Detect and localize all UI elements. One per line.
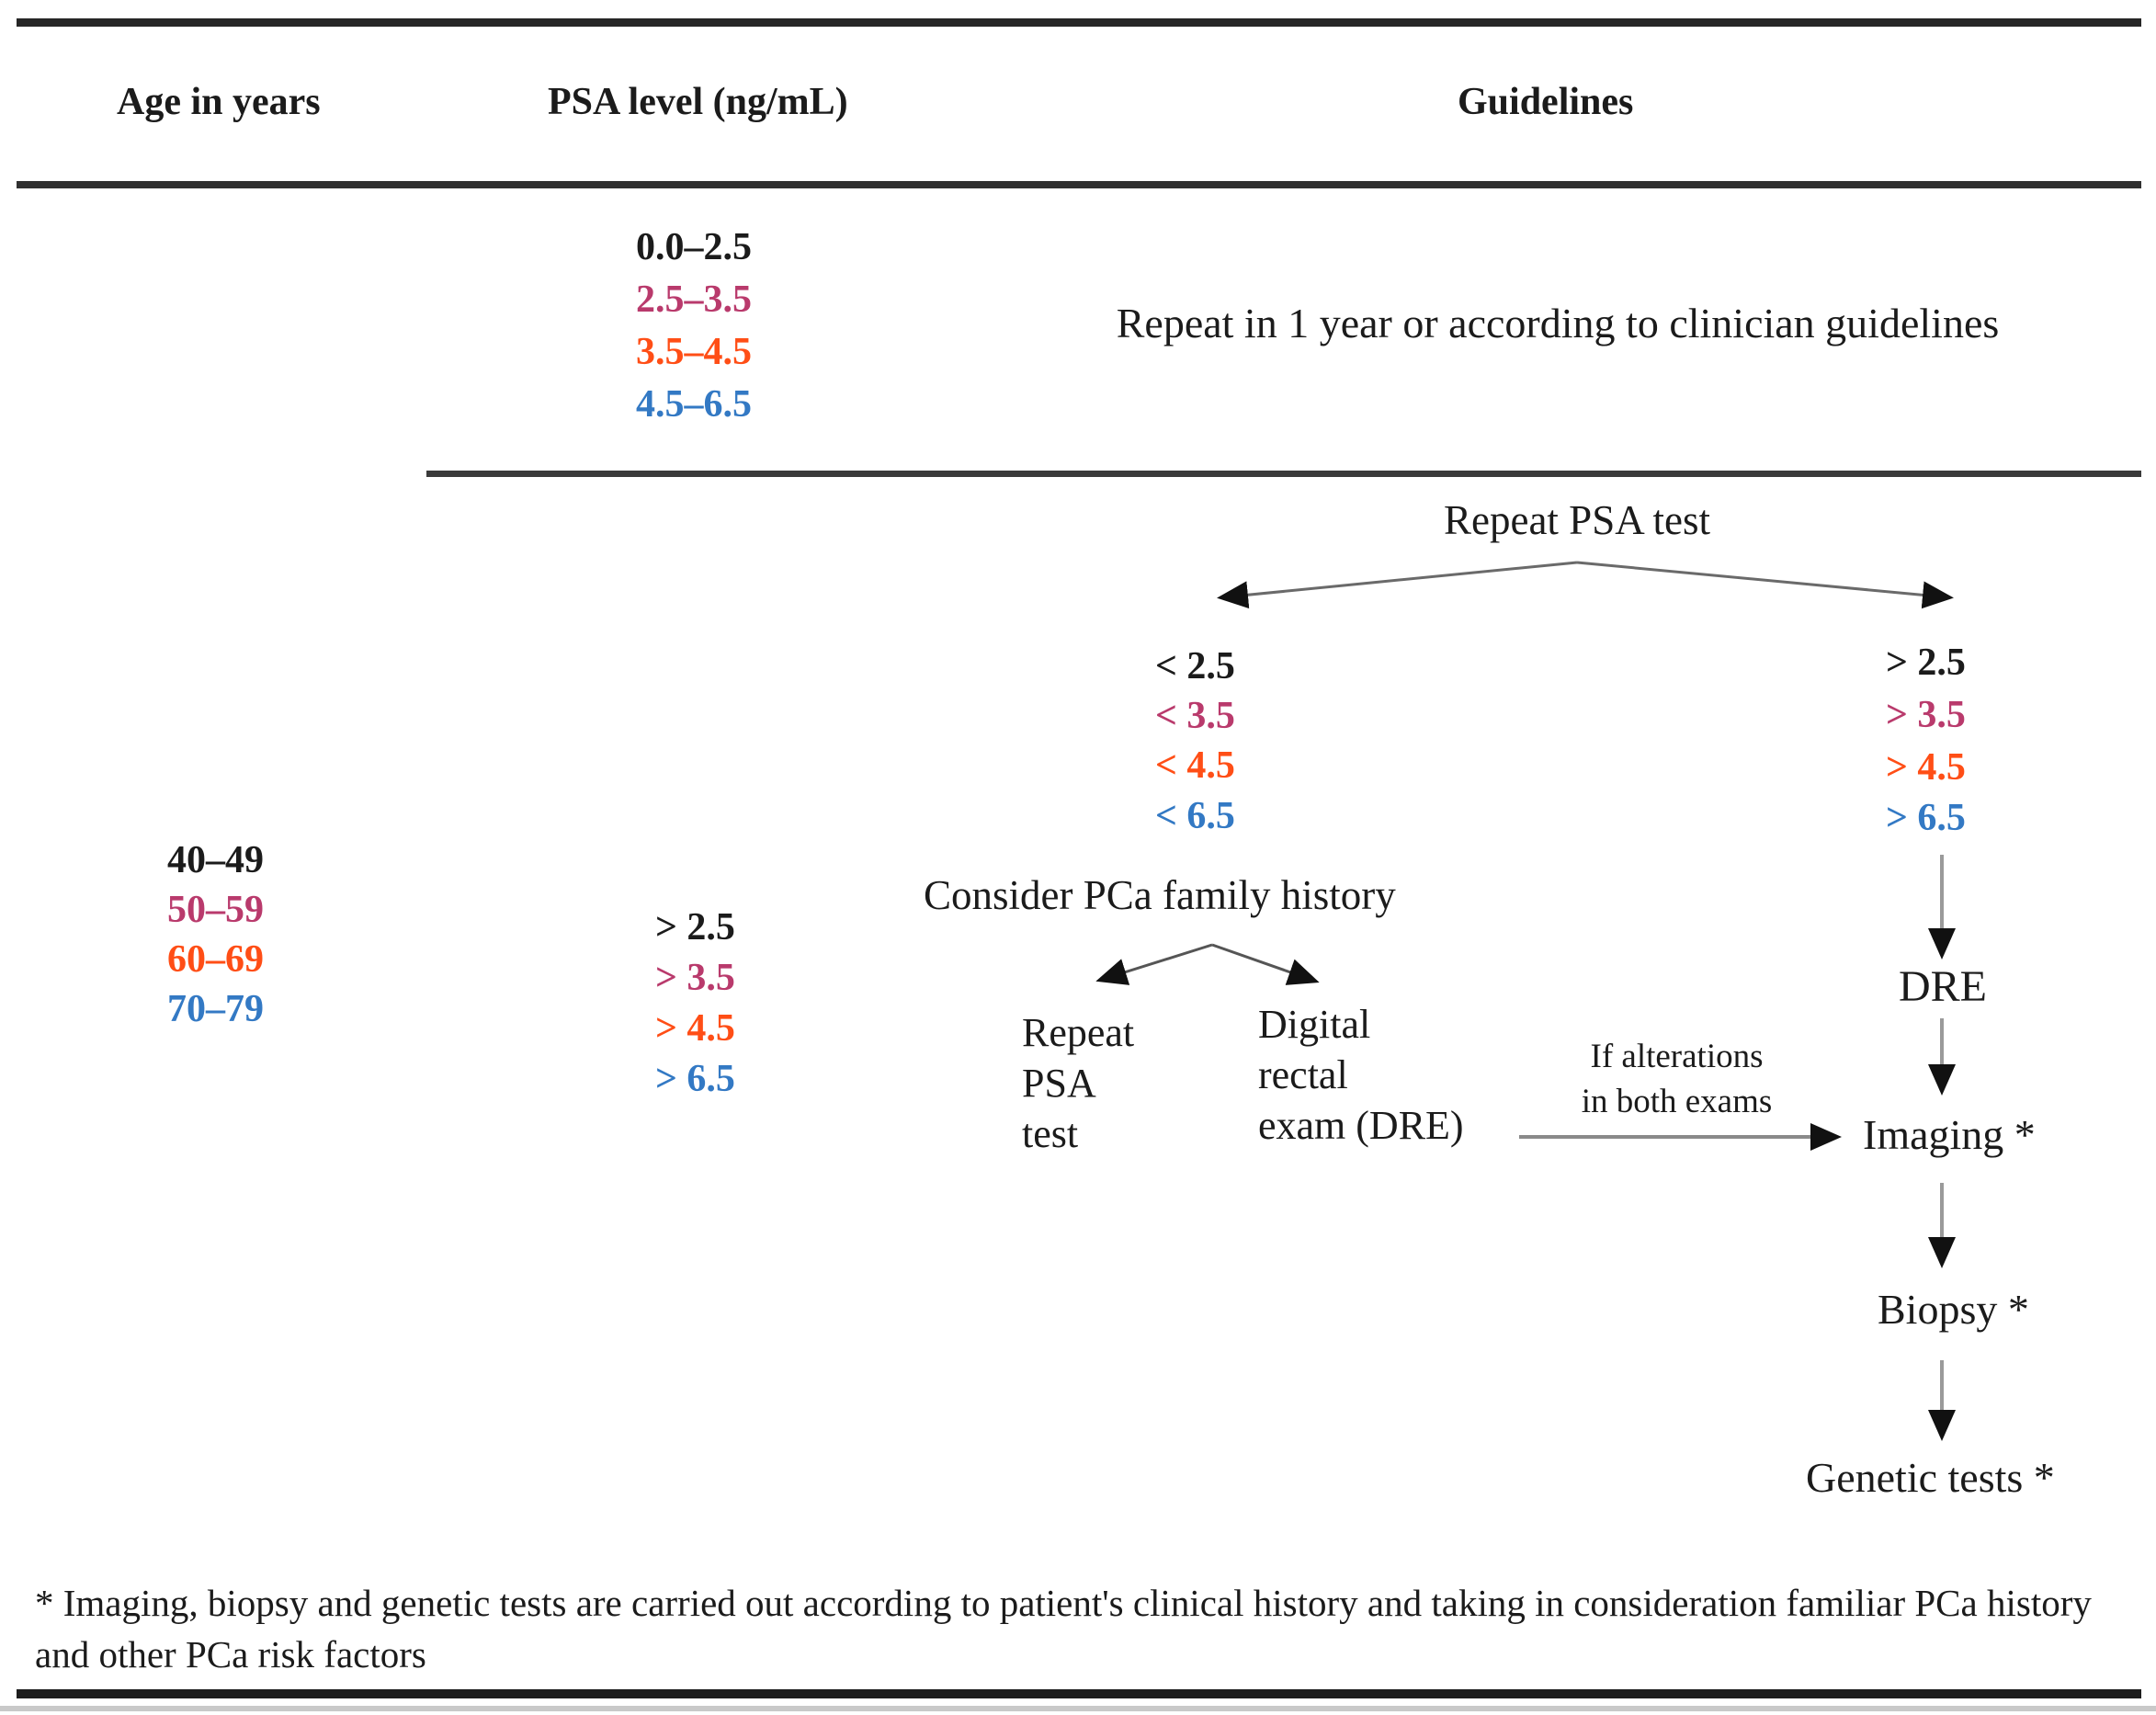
digital-rectal-exam-node: Digital rectal exam (DRE) [1258,999,1464,1151]
repeat-higher-value: > 2.5 [1886,642,1966,684]
psa-range-value: 3.5–4.5 [636,331,752,373]
rule-under-header [17,181,2141,188]
if-alterations-line: If alterations [1590,1038,1764,1075]
arrow-split-left [1217,561,1578,609]
arrow-consider-right [1211,943,1320,985]
rule-section-divider [426,471,2141,477]
imaging-node: Imaging * [1863,1111,2036,1158]
psa-threshold-value: > 4.5 [655,1007,735,1050]
psa-range-value: 2.5–3.5 [636,278,752,321]
repeat-higher-value: > 4.5 [1886,746,1966,789]
repeat-lower-value: < 4.5 [1155,744,1235,787]
age-group-value: 50–59 [167,889,264,931]
guideline-repeat-1-year: Repeat in 1 year or according to clinici… [1116,300,2000,346]
repeat-psa-test-node: Repeat PSA test [1022,1007,1134,1159]
psa-threshold-value: > 3.5 [655,957,735,999]
rule-bottom [17,1689,2141,1698]
dre-exam-line: rectal [1258,1052,1348,1097]
age-group-value: 70–79 [167,988,264,1030]
if-alterations-line: in both exams [1581,1083,1773,1120]
psa-threshold-value: > 2.5 [655,906,735,948]
repeat-higher-value: > 6.5 [1886,797,1966,839]
dre-node: DRE [1899,962,1987,1011]
consider-family-history-label: Consider PCa family history [924,872,1396,918]
column-header-guidelines: Guidelines [1458,81,1634,123]
psa-range-value: 4.5–6.5 [636,383,752,426]
repeat-psa-line: Repeat [1022,1010,1135,1055]
repeat-lower-value: < 2.5 [1155,645,1235,687]
rule-bottom-gray-band [0,1706,2156,1711]
age-group-value: 40–49 [167,839,264,881]
repeat-lower-value: < 3.5 [1155,695,1235,737]
arrow-split-right [1576,561,1954,609]
footnote-text: * Imaging, biopsy and genetic tests are … [35,1582,2092,1675]
rule-top [17,18,2141,27]
repeat-lower-value: < 6.5 [1155,795,1235,837]
column-header-psa: PSA level (ng/mL) [548,81,848,123]
genetic-tests-node: Genetic tests * [1806,1454,2055,1501]
column-header-age: Age in years [117,81,321,123]
if-alterations-label: If alterations in both exams [1518,1034,1835,1124]
repeat-psa-test-title: Repeat PSA test [1444,497,1710,543]
biopsy-node: Biopsy * [1878,1286,2029,1333]
repeat-psa-line: PSA [1022,1061,1096,1106]
dre-exam-line: exam (DRE) [1258,1103,1464,1148]
arrow-consider-left [1095,943,1213,985]
psa-threshold-value: > 6.5 [655,1058,735,1100]
dre-exam-line: Digital [1258,1002,1371,1047]
psa-range-value: 0.0–2.5 [636,226,752,268]
age-group-value: 60–69 [167,938,264,981]
repeat-psa-line: test [1022,1111,1079,1156]
repeat-higher-value: > 3.5 [1886,694,1966,736]
